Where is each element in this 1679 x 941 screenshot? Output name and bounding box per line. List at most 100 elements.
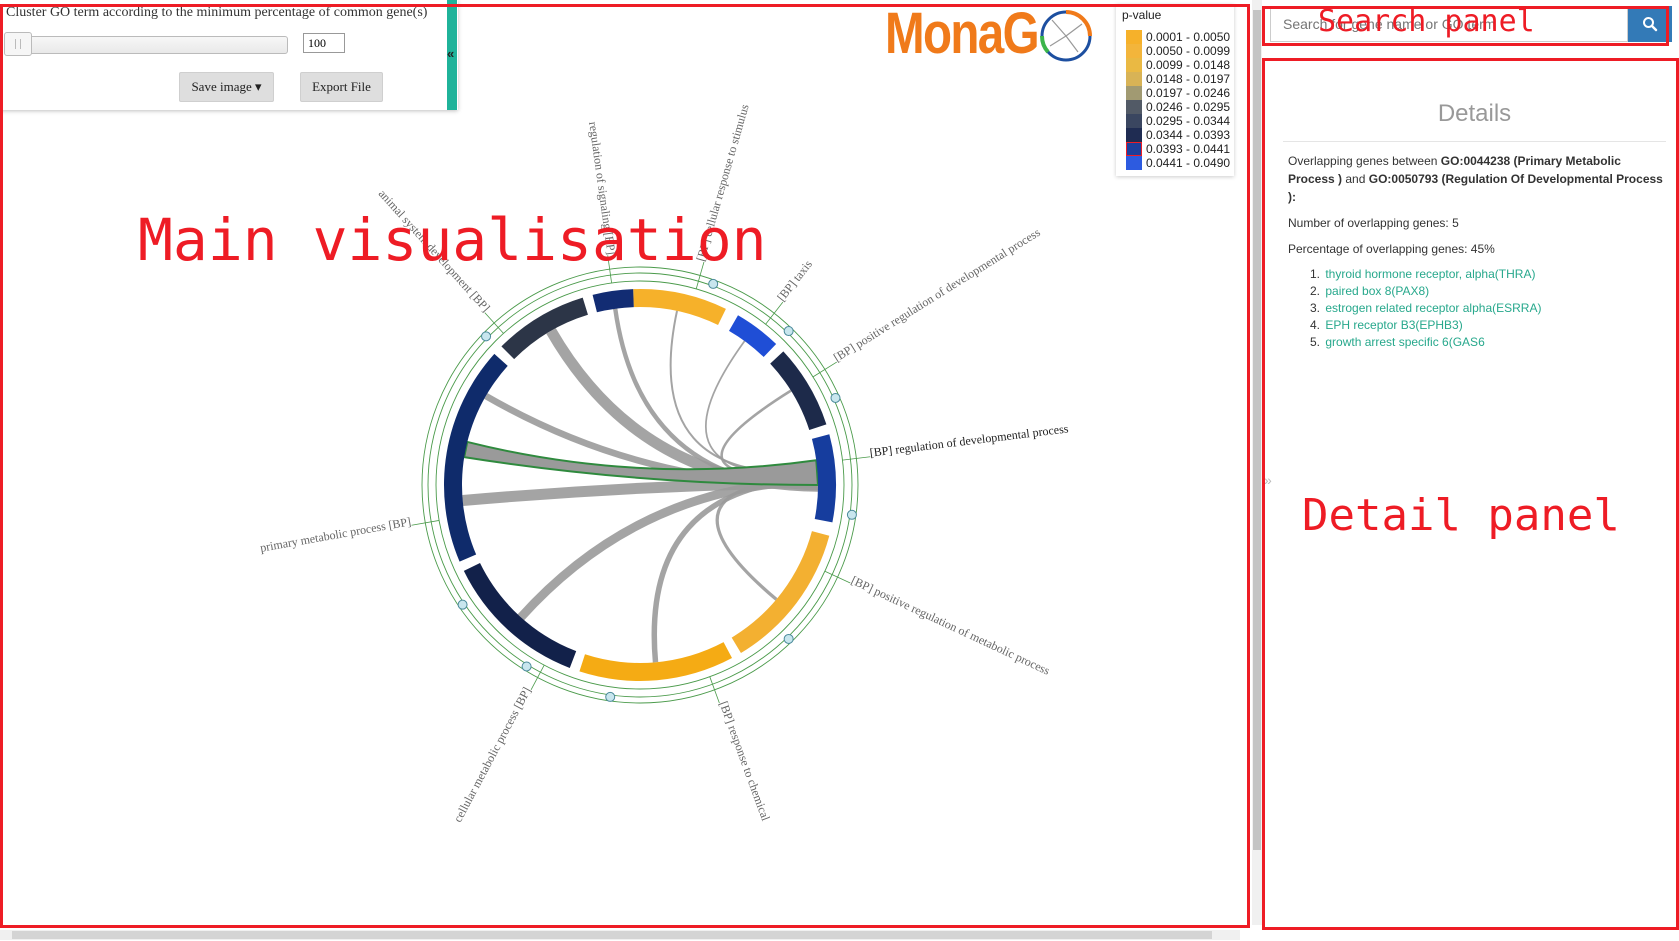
legend-row: 0.0441 - 0.0490 [1124, 156, 1236, 170]
legend-swatch [1126, 128, 1142, 142]
gene-link[interactable]: growth arrest specific 6(GAS6 [1325, 335, 1485, 349]
term-label-leader [695, 261, 705, 290]
cluster-marker[interactable] [521, 661, 532, 672]
gene-list-item: 5. growth arrest specific 6(GAS6 [1310, 334, 1541, 351]
legend-row: 0.0344 - 0.0393 [1124, 128, 1236, 142]
save-image-label: Save image [191, 79, 252, 94]
go-term-arc[interactable] [463, 563, 577, 668]
search-button[interactable] [1628, 6, 1672, 42]
gene-number: 4. [1310, 318, 1321, 332]
go-term-arc[interactable] [633, 289, 726, 326]
detail-panel-annotation-box [1262, 58, 1679, 930]
legend-swatch [1126, 72, 1142, 86]
go-term-arc[interactable] [443, 353, 508, 562]
cluster-marker[interactable] [783, 326, 794, 337]
search-input[interactable] [1270, 6, 1628, 42]
details-divider [1283, 141, 1666, 142]
cluster-ring [435, 280, 845, 690]
cluster-marker[interactable] [605, 691, 616, 702]
cluster-marker[interactable] [708, 278, 719, 289]
legend-row: 0.0001 - 0.0050 [1124, 30, 1236, 44]
cluster-marker[interactable] [830, 392, 841, 403]
chevron-left-double-icon: « [447, 46, 455, 61]
go-term-arc[interactable] [592, 289, 634, 313]
chord-diagram[interactable]: [BP] cellular response to stimulus[BP] t… [0, 0, 1250, 930]
legend-swatch [1126, 86, 1142, 100]
legend-row: 0.0295 - 0.0344 [1124, 114, 1236, 128]
percentage-input[interactable] [303, 33, 345, 53]
term-label-leader [824, 570, 851, 584]
term-label-leader [709, 676, 720, 704]
legend-row: 0.0148 - 0.0197 [1124, 72, 1236, 86]
caret-down-icon: ▾ [255, 79, 262, 94]
legend-swatch [1126, 44, 1142, 58]
monago-logo: MonaG [885, 1, 1040, 66]
go-term-arc[interactable] [770, 351, 827, 430]
go-term-arc[interactable] [579, 642, 733, 681]
gene-link[interactable]: estrogen related receptor alpha(ESRRA) [1325, 301, 1542, 315]
horizontal-scrollbar-thumb[interactable] [12, 931, 1212, 939]
search-icon [1643, 17, 1658, 32]
overlap-percentage: Percentage of overlapping genes: 45% [1288, 242, 1495, 256]
go-term-arc[interactable] [729, 315, 777, 357]
expand-panel-arrow-icon[interactable]: » [1264, 472, 1272, 488]
main-visualisation-annotation-box [0, 4, 1250, 928]
gene-list-item: 3. estrogen related receptor alpha(ESRRA… [1310, 300, 1541, 317]
legend-swatch [1126, 30, 1142, 44]
panel-collapse-toggle[interactable]: « [447, 0, 457, 110]
legend-row: 0.0099 - 0.0148 [1124, 58, 1236, 72]
go-term-arc[interactable] [501, 297, 588, 360]
search-panel-label: Search panel [1318, 4, 1535, 39]
gene-number: 1. [1310, 267, 1321, 281]
intro-mid: and [1342, 172, 1369, 186]
legend-swatch [1126, 156, 1142, 170]
gene-link[interactable]: paired box 8(PAX8) [1325, 284, 1430, 298]
go-wheel-icon [1039, 10, 1092, 62]
export-file-button[interactable]: Export File [300, 72, 383, 102]
gene-link[interactable]: thyroid hormone receptor, alpha(THRA) [1325, 267, 1536, 281]
search-panel-annotation-box [1262, 6, 1669, 46]
gene-list: 1. thyroid hormone receptor, alpha(THRA)… [1288, 266, 1541, 351]
main-visualisation-label: Main visualisation [138, 206, 767, 274]
overlap-description: Overlapping genes between GO:0044238 (Pr… [1288, 152, 1666, 206]
legend-swatch [1126, 100, 1142, 114]
legend-title: p-value [1122, 8, 1162, 22]
cluster-label: Cluster GO term according to the minimum… [6, 5, 428, 20]
cluster-marker[interactable] [846, 509, 857, 520]
term-label-leader [530, 664, 545, 691]
gene-list-item: 2. paired box 8(PAX8) [1310, 283, 1541, 300]
details-title: Details [1437, 100, 1512, 127]
legend-range-label: 0.0148 - 0.0197 [1146, 72, 1231, 86]
term-b: GO:0050793 (Regulation Of Developmental … [1288, 172, 1663, 204]
legend-row: 0.0393 - 0.0441 [1124, 142, 1236, 156]
term-label-leader [842, 456, 871, 461]
cluster-ring [427, 272, 853, 698]
gene-number: 3. [1310, 301, 1321, 315]
control-panel: Cluster GO term according to the minimum… [0, 0, 458, 110]
cluster-marker[interactable] [457, 599, 468, 610]
term-label-leader [607, 255, 613, 284]
legend-range-label: 0.0295 - 0.0344 [1146, 114, 1231, 128]
gene-link[interactable]: EPH receptor B3(EPHB3) [1325, 318, 1463, 332]
term-label-leader [484, 312, 504, 334]
gene-number: 5. [1310, 335, 1321, 349]
intro-prefix: Overlapping genes between [1288, 154, 1441, 168]
legend-range-label: 0.0050 - 0.0099 [1146, 44, 1231, 58]
cluster-marker[interactable] [783, 633, 794, 644]
cluster-slider-handle[interactable] [4, 32, 32, 56]
legend-range-label: 0.0344 - 0.0393 [1146, 128, 1231, 142]
legend-row: 0.0246 - 0.0295 [1124, 100, 1236, 114]
overlap-count: Number of overlapping genes: 5 [1288, 216, 1459, 230]
legend-row: 0.0197 - 0.0246 [1124, 86, 1236, 100]
gene-number: 2. [1310, 284, 1321, 298]
go-term-arc[interactable] [731, 531, 830, 654]
legend-row: 0.0050 - 0.0099 [1124, 44, 1236, 58]
go-term-arc[interactable] [811, 434, 836, 523]
cluster-marker[interactable] [481, 331, 492, 342]
term-label-leader [411, 520, 440, 526]
pvalue-legend: p-value 0.0001 - 0.0050 0.0050 - 0.0099 0.… [1116, 4, 1234, 176]
legend-swatch [1126, 142, 1142, 156]
vertical-scrollbar-thumb[interactable] [1253, 10, 1261, 850]
legend-swatch [1126, 114, 1142, 128]
save-image-button[interactable]: Save image ▾ [179, 72, 274, 102]
